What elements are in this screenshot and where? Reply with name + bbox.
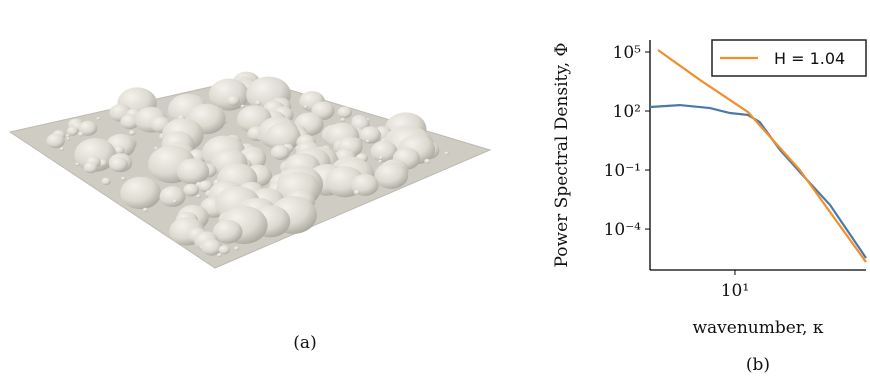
bump — [143, 208, 148, 212]
bump — [84, 162, 98, 173]
bump — [219, 245, 230, 254]
caption: (b) — [746, 355, 770, 375]
bump — [217, 253, 222, 257]
bump — [234, 246, 239, 250]
bump — [196, 195, 200, 198]
bump — [379, 156, 383, 159]
bump — [159, 186, 185, 207]
bump — [46, 133, 64, 148]
y-tick-label: 10² — [613, 102, 641, 122]
bump — [378, 160, 382, 163]
series-line — [650, 105, 866, 258]
figure: (a) (b) wavenumber, κ Power Spectral Den… — [0, 0, 870, 382]
bump — [271, 145, 290, 160]
bump — [304, 105, 308, 108]
y-tick-label: 10⁻¹ — [604, 161, 641, 181]
y-tick-label: 10⁵ — [613, 43, 642, 63]
bump — [183, 184, 199, 197]
bump — [60, 147, 64, 150]
bump — [101, 178, 110, 186]
bump — [241, 105, 245, 108]
bump — [375, 162, 408, 189]
x-tick-label: 10¹ — [721, 281, 749, 301]
bump — [341, 118, 346, 122]
psd-chart: wavenumber, κ Power Spectral Density, Φ … — [552, 40, 866, 338]
surface-render — [10, 72, 490, 268]
bump — [120, 177, 161, 210]
bump — [109, 157, 128, 172]
bump — [366, 139, 370, 142]
bump — [78, 132, 84, 137]
bump — [129, 130, 135, 135]
bump — [255, 101, 261, 106]
bump — [66, 134, 70, 137]
series-line — [658, 50, 866, 262]
bump — [424, 159, 430, 164]
bump — [97, 117, 101, 120]
y-tick-label: 10⁻⁴ — [604, 220, 642, 240]
page: (a) (b) wavenumber, κ Power Spectral Den… — [0, 0, 870, 382]
bump — [66, 137, 70, 140]
bump — [359, 126, 381, 143]
bump — [337, 107, 352, 119]
y-axis-label: Power Spectral Density, Φ — [552, 43, 572, 268]
bump — [121, 177, 125, 181]
bump — [173, 200, 177, 203]
bump — [445, 152, 449, 155]
bump — [227, 95, 240, 105]
bump — [354, 190, 360, 195]
caption: (a) — [293, 333, 316, 353]
bump — [75, 163, 79, 166]
x-axis-label: wavenumber, κ — [692, 318, 823, 338]
legend-label: H = 1.04 — [774, 49, 845, 68]
